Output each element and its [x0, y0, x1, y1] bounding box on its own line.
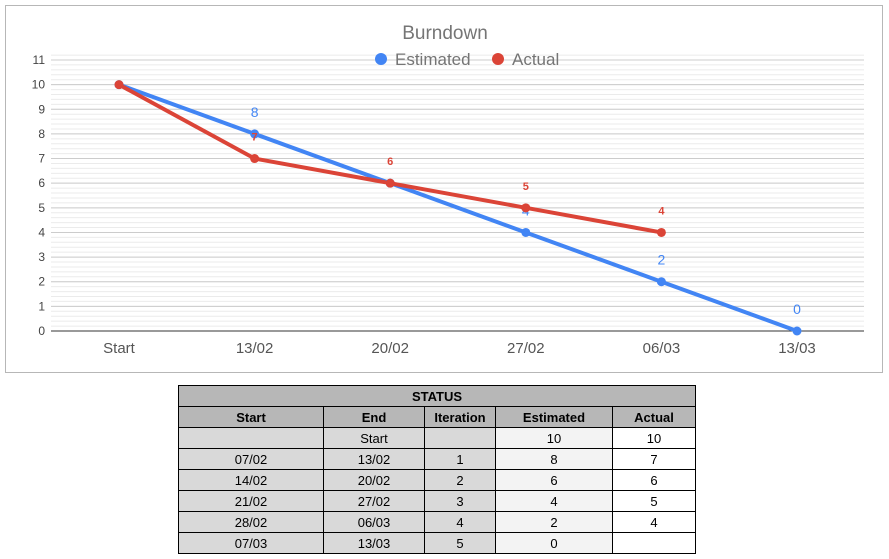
cell-estimated: 0 — [495, 532, 613, 554]
burndown-chart: 0 1 2 3 4 5 6 7 8 9 10 11 Start 13/02 20/02 27/02 06/03 1… — [5, 5, 883, 373]
x-tick-label: 13/03 — [778, 340, 816, 357]
cell-actual: 5 — [612, 490, 696, 512]
data-point — [114, 80, 124, 90]
y-tick-label: 7 — [38, 152, 45, 166]
status-table: STATUS Start End Iteration Estimated Act… — [178, 385, 696, 554]
data-point — [385, 178, 395, 188]
x-tick-label: 27/02 — [507, 340, 545, 357]
data-point — [521, 203, 531, 213]
cell-estimated: 2 — [495, 511, 613, 533]
x-tick-label: 20/02 — [371, 340, 409, 357]
cell-end: Start — [323, 427, 425, 449]
table-row: 14/02 20/02 2 6 6 — [178, 469, 696, 491]
y-tick-label: 1 — [38, 299, 45, 313]
cell-actual — [612, 532, 696, 554]
table-row: 07/02 13/02 1 8 7 — [178, 448, 696, 470]
header-iteration: Iteration — [424, 406, 496, 428]
legend-label: Actual — [512, 50, 559, 69]
header-start: Start — [178, 406, 324, 428]
cell-iteration: 4 — [424, 511, 496, 533]
cell-iteration: 3 — [424, 490, 496, 512]
y-tick-label: 0 — [38, 324, 45, 338]
data-point — [250, 129, 260, 139]
cell-actual: 6 — [612, 469, 696, 491]
y-tick-label: 11 — [33, 53, 46, 67]
data-label: 6 — [387, 156, 393, 168]
cell-start: 14/02 — [178, 469, 324, 491]
cell-end: 13/02 — [323, 448, 425, 470]
chart-svg: 0 1 2 3 4 5 6 7 8 9 10 11 Start 13/02 20/02 27/02 06/03 1… — [32, 23, 864, 357]
cell-end: 27/02 — [323, 490, 425, 512]
y-tick-label: 3 — [38, 250, 45, 264]
cell-iteration: 2 — [424, 469, 496, 491]
table-row: 07/03 13/03 5 0 — [178, 532, 696, 554]
table-row: Start 10 10 — [178, 427, 696, 449]
x-tick-label: 13/02 — [236, 340, 274, 357]
data-label: 4 — [658, 205, 665, 217]
cell-estimated: 10 — [495, 427, 613, 449]
data-label: 0 — [793, 301, 801, 317]
data-label: 8 — [251, 104, 259, 120]
cell-estimated: 4 — [495, 490, 613, 512]
x-tick-label: Start — [103, 340, 136, 357]
cell-iteration: 1 — [424, 448, 496, 470]
cell-end: 13/03 — [323, 532, 425, 554]
cell-actual: 7 — [612, 448, 696, 470]
cell-start: 07/02 — [178, 448, 324, 470]
cell-end: 06/03 — [323, 511, 425, 533]
x-tick-label: 06/03 — [643, 340, 681, 357]
y-tick-label: 4 — [38, 225, 45, 239]
cell-estimated: 6 — [495, 469, 613, 491]
cell-actual: 10 — [612, 427, 696, 449]
data-label: 2 — [658, 252, 666, 268]
table-row: 21/02 27/02 3 4 5 — [178, 490, 696, 512]
chart-title: Burndown — [402, 23, 488, 44]
status-table-title: STATUS — [178, 385, 696, 407]
y-tick-label: 9 — [38, 102, 45, 116]
y-tick-label: 5 — [38, 201, 45, 215]
legend-label: Estimated — [395, 50, 471, 69]
data-label: 5 — [523, 181, 529, 193]
data-point — [521, 227, 531, 237]
legend-marker — [375, 53, 387, 65]
cell-start: 07/03 — [178, 532, 324, 554]
cell-iteration — [424, 427, 496, 449]
data-point — [792, 326, 802, 336]
y-tick-label: 10 — [32, 78, 46, 92]
header-estimated: Estimated — [495, 406, 613, 428]
cell-start: 28/02 — [178, 511, 324, 533]
data-point — [656, 227, 666, 237]
header-actual: Actual — [612, 406, 696, 428]
series-line — [118, 82, 798, 333]
cell-start: 21/02 — [178, 490, 324, 512]
legend-marker — [492, 53, 504, 65]
cell-estimated: 8 — [495, 448, 613, 470]
data-label: 7 — [252, 132, 258, 144]
cell-start — [178, 427, 324, 449]
data-point — [250, 154, 260, 164]
header-end: End — [323, 406, 425, 428]
cell-end: 20/02 — [323, 469, 425, 491]
cell-actual: 4 — [612, 511, 696, 533]
y-tick-label: 2 — [38, 275, 45, 289]
table-row: 28/02 06/03 4 2 4 — [178, 511, 696, 533]
cell-iteration: 5 — [424, 532, 496, 554]
data-point — [656, 277, 666, 287]
y-tick-label: 8 — [38, 127, 45, 141]
y-tick-label: 6 — [38, 176, 45, 190]
